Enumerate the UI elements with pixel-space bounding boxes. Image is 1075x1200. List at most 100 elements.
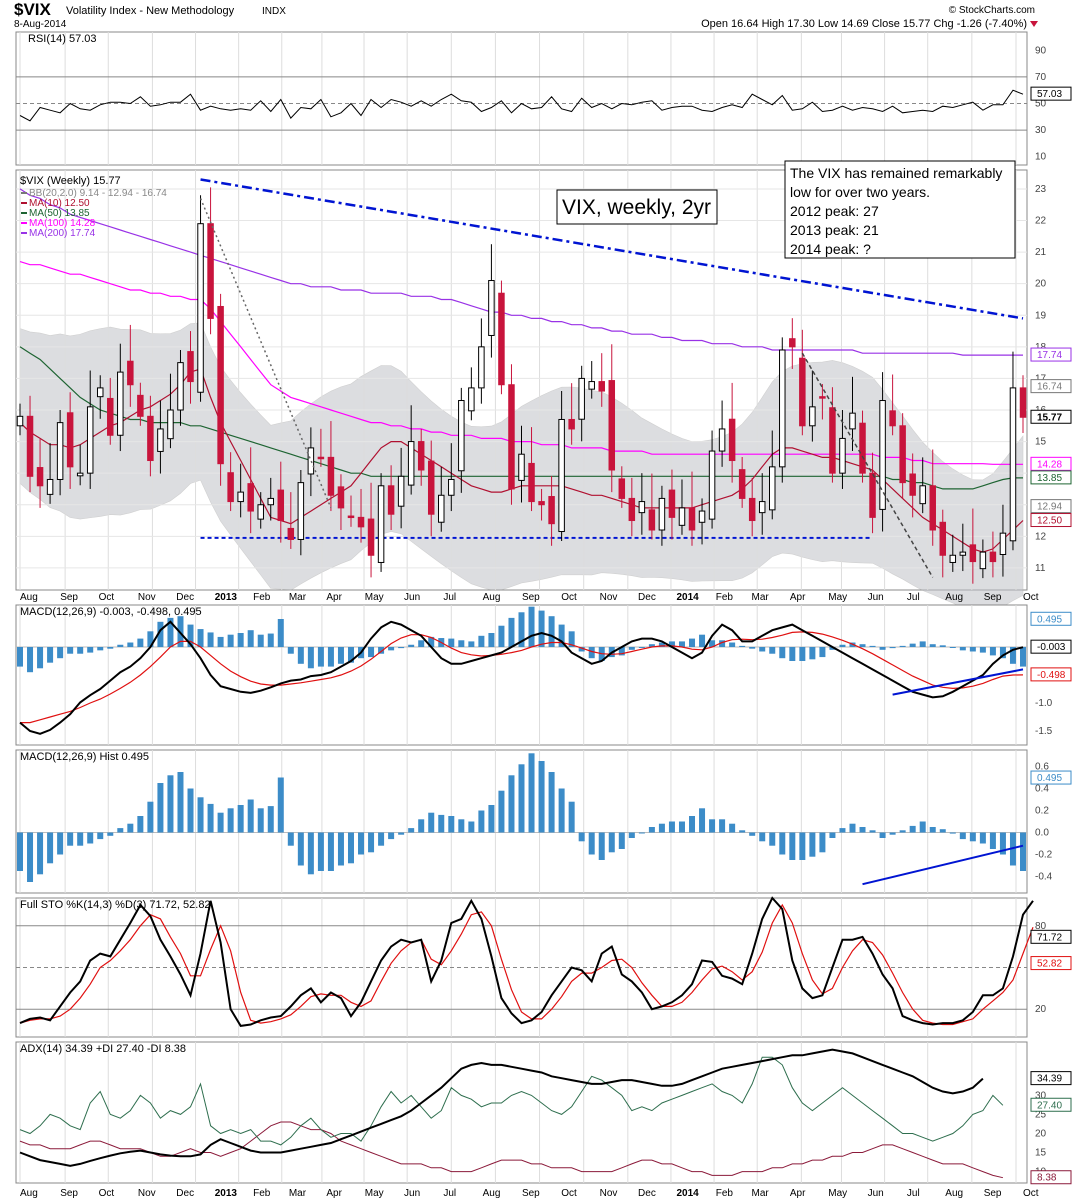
x-tick-label: Nov [138, 1188, 156, 1199]
macd-bar [37, 647, 44, 669]
macd-bar [488, 633, 495, 647]
candle [829, 407, 836, 474]
x-tick-label: Jun [404, 592, 420, 603]
macd-bar [508, 617, 515, 647]
hist-bar [578, 832, 585, 842]
macd-tick: -1.0 [1035, 698, 1053, 709]
macd-bar [919, 641, 926, 647]
candle [839, 437, 846, 474]
price-tick: 11 [1035, 563, 1046, 574]
hist-bar [969, 832, 976, 842]
rsi-panel-frame [15, 31, 1028, 166]
candle [367, 518, 375, 556]
macd-bar [17, 647, 23, 667]
macd-bar [799, 647, 806, 661]
x-tick-label: May [828, 592, 847, 603]
hist-bar [548, 772, 555, 833]
macd-bar [1009, 647, 1016, 664]
macd-bar [749, 647, 756, 649]
candle [578, 377, 585, 420]
candle [217, 305, 224, 465]
x-tick-label: Jul [443, 1188, 456, 1199]
macd-bar [287, 647, 294, 654]
hist-bar [518, 764, 525, 833]
candle [718, 428, 726, 452]
hist-bar [628, 832, 635, 838]
candle [96, 387, 104, 398]
x-tick-label: Dec [176, 1188, 194, 1199]
rsi-tick: 10 [1035, 152, 1047, 163]
macd-bar [267, 633, 274, 647]
macd-bar [979, 647, 986, 653]
candle [949, 554, 957, 563]
ma200-line [19, 188, 1023, 356]
macd-bar [839, 644, 846, 647]
hist-bar [478, 810, 485, 833]
hist-bar [829, 832, 836, 838]
candle [728, 418, 736, 462]
stoch-tick: 80 [1035, 921, 1047, 932]
candle [959, 551, 967, 556]
adx-panel: ADX(14) 34.39 +DI 27.40 -DI 8.38 30 25 20 15… [15, 1041, 1072, 1185]
candle [337, 486, 345, 509]
hist-bar [448, 816, 455, 833]
adx-value-box [1030, 1097, 1072, 1112]
chart-title-box: VIX, weekly, 2yr [556, 189, 718, 225]
stoch-k-box [1030, 929, 1072, 944]
stoch-title: Full STO %K(14,3) %D(3) 71.72, 52.82 [20, 899, 211, 911]
rsi-tick: 30 [1035, 125, 1047, 136]
candle [498, 292, 505, 386]
candle [257, 504, 264, 520]
macd-value-label: 0.495 [1037, 614, 1062, 625]
rsi-tick: 50 [1035, 99, 1047, 110]
macd-bar [317, 647, 324, 667]
hist-bar [107, 832, 114, 836]
hist-bar [999, 832, 1006, 855]
candle [147, 415, 154, 462]
macd-bar [859, 644, 866, 647]
hist-bar [47, 832, 54, 864]
hist-bar [598, 832, 605, 860]
hist-bar [608, 832, 615, 853]
candle [638, 501, 646, 514]
decline-trendline-2013 [199, 198, 332, 509]
hist-bar [889, 832, 896, 835]
candle [377, 485, 385, 563]
candle [247, 483, 254, 512]
candle [488, 280, 495, 336]
candle [237, 491, 244, 503]
hist-bar [538, 761, 545, 833]
hist-tick: 0.0 [1035, 828, 1049, 839]
hist-bar [227, 808, 234, 833]
x-tick-label: Feb [253, 592, 271, 603]
candle [468, 387, 475, 412]
hist-bar [197, 797, 204, 833]
hist-bar [388, 832, 395, 840]
macd-bar [909, 643, 916, 647]
candle [407, 441, 415, 486]
hist-tick: 0.6 [1035, 762, 1049, 773]
price-tick: 12 [1035, 531, 1047, 542]
decline-trendline-2014 [801, 352, 934, 578]
symbol-name: Volatility Index - New Methodology [66, 5, 235, 17]
candle [177, 362, 184, 411]
x-tick-label: Mar [289, 1188, 307, 1199]
macd-value-box [1030, 667, 1072, 682]
candle [1019, 387, 1027, 418]
hist-bar [297, 832, 304, 866]
macd-bar [869, 645, 876, 647]
macd-bar [137, 638, 144, 647]
candle [909, 473, 916, 496]
adx-tick: 20 [1035, 1128, 1047, 1139]
resistance-trendline [200, 178, 1024, 320]
macd-bar [548, 616, 555, 647]
x-tick-label: Oct [1023, 1188, 1039, 1199]
price-tick: 21 [1035, 247, 1047, 258]
candle [66, 412, 74, 468]
macd-bar [729, 642, 736, 647]
macd-bar [378, 647, 385, 654]
adx-tick: 30 [1035, 1090, 1047, 1101]
macd-bar [648, 644, 655, 647]
note-frame [784, 160, 1016, 259]
